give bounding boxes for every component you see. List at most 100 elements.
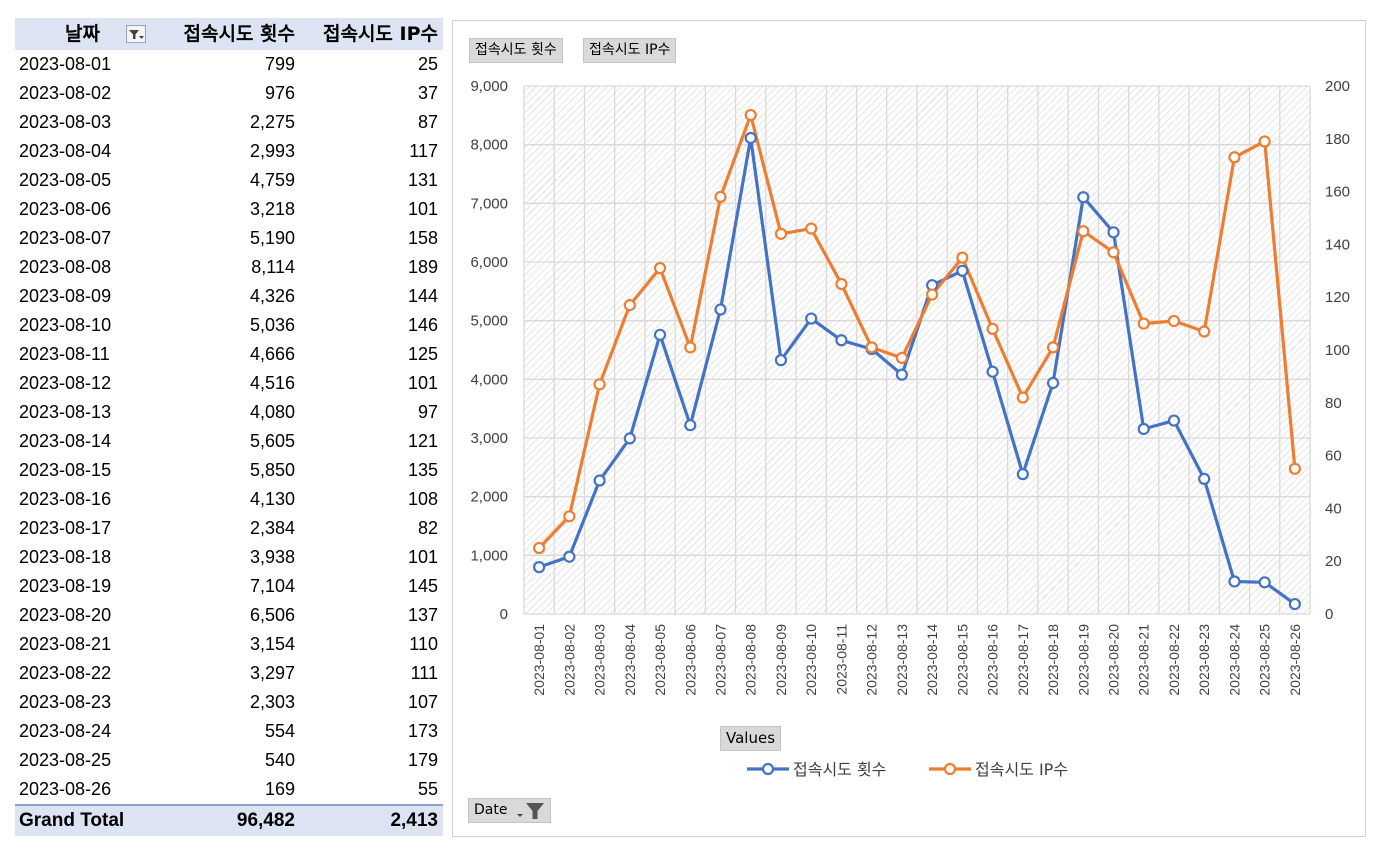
row-attempts: 2,303: [249, 692, 295, 712]
series-1-point[interactable]: [774, 354, 788, 367]
row-date: 2023-08-21: [19, 634, 112, 654]
series-2-point[interactable]: [895, 351, 908, 365]
series-1-point[interactable]: [1137, 422, 1150, 436]
date-field-button[interactable]: Date: [468, 798, 551, 823]
y-left-tick-label: 9,000: [470, 78, 508, 95]
series-1-point[interactable]: [1107, 226, 1120, 239]
x-tick-label: 2023-08-18: [1045, 624, 1061, 696]
x-tick-label: 2023-08-20: [1106, 624, 1122, 696]
x-tick-label: 2023-08-24: [1226, 624, 1242, 696]
series-1-point[interactable]: [986, 365, 999, 378]
row-attempts: 3,218: [249, 199, 295, 219]
row-date: 2023-08-26: [19, 779, 112, 799]
value-field-button-ips[interactable]: 접속시도 IP수: [583, 38, 677, 63]
series-2-point[interactable]: [623, 299, 636, 312]
row-date: 2023-08-22: [19, 663, 112, 683]
y-right-tick-label: 0: [1325, 606, 1333, 623]
series-2-point[interactable]: [835, 277, 848, 291]
row-attempts: 4,130: [249, 489, 295, 509]
row-ips: 145: [407, 576, 438, 596]
series-2-point[interactable]: [956, 251, 969, 264]
grand-total-ips: 2,413: [390, 810, 438, 831]
values-button[interactable]: Values: [720, 726, 782, 751]
series-1-point[interactable]: [533, 561, 546, 574]
row-attempts: 2,275: [249, 112, 295, 132]
series-2-point[interactable]: [1137, 317, 1150, 330]
series-1-point[interactable]: [714, 303, 727, 316]
series-2-point[interactable]: [1228, 151, 1241, 164]
series-2-point[interactable]: [533, 541, 546, 555]
row-attempts: 169: [264, 779, 295, 799]
header-ips: 접속시도 IP수: [322, 23, 438, 45]
series-1-point[interactable]: [563, 550, 576, 563]
series-2-point[interactable]: [684, 341, 697, 354]
row-attempts: 4,326: [249, 286, 295, 306]
value-field-button-attempts[interactable]: 접속시도 횟수: [469, 38, 563, 63]
row-ips: 135: [407, 460, 438, 480]
row-attempts: 5,190: [249, 228, 295, 248]
row-date: 2023-08-05: [19, 170, 112, 190]
series-1-point[interactable]: [623, 432, 636, 445]
series-1-point[interactable]: [684, 419, 697, 432]
row-ips: 111: [410, 663, 438, 683]
series-2-point[interactable]: [926, 288, 939, 301]
series-2-point[interactable]: [805, 222, 818, 235]
series-2-point[interactable]: [593, 378, 606, 391]
table-row: 2023-08-19 7,104 145: [15, 572, 443, 601]
series-1-point[interactable]: [1228, 575, 1241, 588]
row-ips: 97: [417, 402, 438, 422]
x-tick-label: 2023-08-05: [652, 624, 668, 696]
row-attempts: 4,080: [249, 402, 295, 422]
series-1-point[interactable]: [1198, 472, 1211, 485]
series-2-point[interactable]: [653, 262, 667, 275]
pivot-chart[interactable]: 0 1,000 2,000 3,000 4,000 5,000 6,000 7,000 8,00…: [452, 20, 1366, 837]
series-1-point[interactable]: [956, 264, 969, 277]
legend-entry-2[interactable]: 접속시도 IP수: [975, 760, 1068, 779]
series-2-point[interactable]: [714, 190, 727, 203]
x-tick-label: 2023-08-03: [592, 624, 608, 696]
table-row: 2023-08-02 976 37: [15, 79, 443, 108]
series-2-point[interactable]: [865, 341, 878, 354]
x-tick-label: 2023-08-23: [1196, 624, 1212, 696]
row-ips: 87: [417, 112, 438, 132]
x-tick-label: 2023-08-15: [954, 624, 970, 696]
series-2-point[interactable]: [744, 108, 757, 122]
legend-entry-1[interactable]: 접속시도 횟수: [793, 760, 886, 779]
row-attempts: 976: [264, 83, 295, 103]
row-date: 2023-08-18: [19, 547, 112, 567]
series-1-point[interactable]: [1167, 414, 1181, 427]
series-1-point[interactable]: [1046, 376, 1060, 390]
series-1-point[interactable]: [1016, 468, 1029, 481]
series-1-point[interactable]: [1077, 191, 1090, 204]
series-2-point[interactable]: [1046, 341, 1060, 354]
series-2-point[interactable]: [1258, 135, 1271, 148]
series-2-point[interactable]: [563, 510, 576, 523]
series-2-point[interactable]: [986, 322, 999, 335]
row-date: 2023-08-13: [19, 402, 112, 422]
y-right-tick-label: 40: [1325, 500, 1342, 517]
row-attempts: 6,506: [249, 605, 295, 625]
series-2-point[interactable]: [1107, 246, 1120, 259]
series-2-point[interactable]: [1288, 462, 1301, 475]
grand-total-label: Grand Total: [19, 810, 125, 831]
row-ips: 121: [407, 431, 438, 451]
row-ips: 108: [407, 489, 438, 509]
series-2-point[interactable]: [1016, 391, 1029, 404]
row-filter-button[interactable]: [126, 25, 146, 43]
series-2-point[interactable]: [774, 227, 788, 240]
series-1-point[interactable]: [1288, 597, 1301, 611]
y-left-tick-label: 0: [500, 606, 508, 623]
series-1-point[interactable]: [1258, 576, 1271, 589]
series-1-point[interactable]: [805, 312, 818, 325]
series-2-point[interactable]: [1077, 225, 1090, 238]
series-1-point[interactable]: [653, 328, 667, 341]
series-2-point[interactable]: [1167, 314, 1181, 328]
row-attempts: 3,938: [249, 547, 295, 567]
series-1-point[interactable]: [835, 334, 848, 347]
series-2-point[interactable]: [1198, 325, 1211, 338]
series-1-point[interactable]: [744, 131, 757, 145]
series-1-point[interactable]: [593, 474, 606, 487]
x-tick-label: 2023-08-13: [894, 624, 910, 696]
series-1-point[interactable]: [895, 368, 908, 381]
row-ips: 189: [407, 257, 438, 277]
